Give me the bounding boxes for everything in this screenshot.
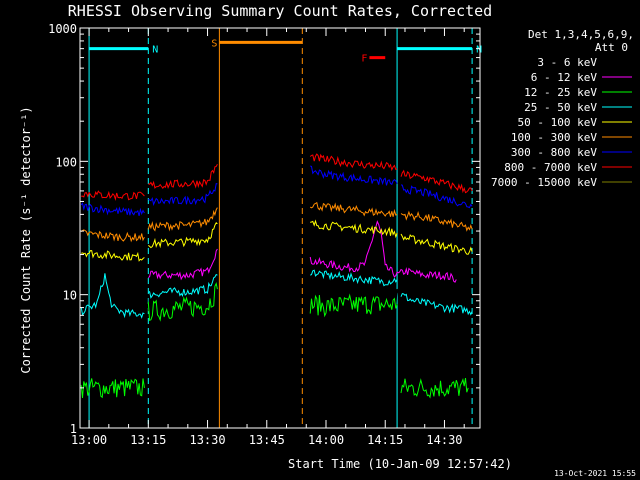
series-line [310, 165, 398, 186]
footer-date: 13-Oct-2021 15:55 [554, 469, 636, 478]
legend-header-line-1: Det 1,3,4,5,6,9, [528, 28, 634, 41]
x-tick-label: 14:00 [308, 433, 344, 447]
legend-label: 6 - 12 keV [531, 71, 598, 84]
x-tick-label: 13:00 [71, 433, 107, 447]
series-line [148, 183, 218, 206]
series-line [400, 377, 469, 399]
legend-label: 100 - 300 keV [511, 131, 597, 144]
plot-area: N N S F [80, 28, 482, 428]
flag-label: N [476, 45, 482, 56]
x-tick-label: 14:30 [426, 433, 462, 447]
x-tick-label: 13:15 [130, 433, 166, 447]
x-tick-label: 13:30 [189, 433, 225, 447]
series-line [80, 229, 145, 243]
y-tick-label: 100 [55, 155, 77, 169]
series-line [400, 184, 473, 209]
series-line [81, 250, 145, 262]
chart-title: RHESSI Observing Summary Count Rates, Co… [68, 2, 492, 20]
legend-label: 7000 - 15000 keV [491, 176, 597, 189]
legend-header-line-2: Att 0 [595, 41, 628, 54]
series-line [309, 242, 457, 315]
series-line [80, 378, 145, 399]
y-tick-label: 10 [63, 289, 77, 303]
legend-label: 800 - 7000 keV [504, 161, 597, 174]
series-line [148, 273, 218, 299]
x-axis-label: Start Time (10-Jan-09 12:57:42) [288, 457, 512, 471]
series-line [148, 248, 218, 281]
series-line [310, 219, 398, 239]
series-line [80, 202, 145, 217]
series-line [80, 273, 145, 319]
series-line [400, 169, 473, 194]
series-line [309, 220, 457, 283]
flag-label: F [361, 54, 367, 65]
legend-label: 3 - 6 keV [537, 56, 597, 69]
axes: 1 10 100 1000 13:00 13:15 13:30 13:45 14:00 14:15… [48, 22, 481, 447]
series-line [147, 291, 218, 317]
y-axis-label: Corrected Count Rate (s⁻¹ detector⁻¹) [19, 106, 33, 373]
series-line [400, 233, 473, 255]
x-tick-label: 13:45 [249, 433, 285, 447]
flag-label: N [152, 45, 158, 56]
legend-label: 50 - 100 keV [518, 116, 598, 129]
series-line [309, 293, 398, 318]
series-line [147, 281, 218, 322]
series-line [147, 207, 218, 232]
legend-label: 300 - 800 keV [511, 146, 597, 159]
series-line [400, 292, 473, 316]
legend-label: 25 - 50 keV [524, 101, 597, 114]
series-line [81, 190, 145, 202]
series-line [400, 210, 473, 232]
x-tick-label: 14:15 [367, 433, 403, 447]
legend: Det 1,3,4,5,6,9, Att 0 3 - 6 keV 6 - 12 k… [491, 28, 634, 189]
series-line [309, 269, 398, 287]
y-tick-label: 1000 [48, 22, 77, 36]
legend-label: 12 - 25 keV [524, 86, 597, 99]
series-line [148, 222, 218, 249]
plot-frame [79, 27, 481, 429]
y-tick-label: 1 [70, 422, 77, 436]
flag-label: S [211, 38, 217, 49]
series-line [309, 153, 398, 172]
series-line [148, 164, 218, 190]
series-line [309, 201, 398, 217]
